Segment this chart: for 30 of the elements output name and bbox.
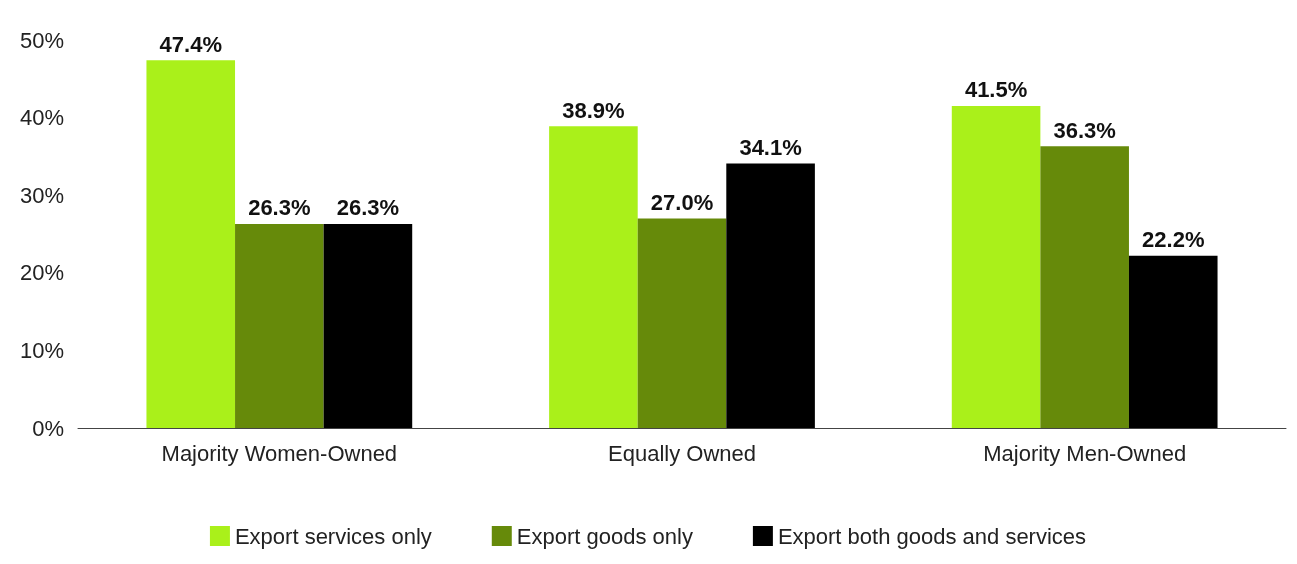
y-tick-label: 0% — [32, 415, 64, 441]
legend-label: Export goods only — [516, 523, 693, 549]
bar — [637, 218, 727, 428]
bar — [1040, 146, 1129, 428]
bar — [1128, 255, 1218, 428]
bar — [726, 163, 815, 428]
data-label: 41.5% — [964, 77, 1028, 103]
x-tick-label: Majority Women-Owned — [161, 440, 398, 466]
data-label: 38.9% — [562, 97, 625, 123]
legend-label: Export services only — [234, 523, 432, 549]
bar — [549, 126, 638, 428]
bar — [951, 105, 1041, 428]
data-label: 47.4% — [159, 31, 222, 57]
x-tick-label: Majority Men-Owned — [983, 440, 1187, 466]
bar — [323, 223, 413, 428]
data-label: 22.2% — [1142, 227, 1205, 253]
bar — [146, 60, 236, 428]
x-tick-label: Equally Owned — [608, 440, 756, 466]
data-label: 27.0% — [650, 189, 714, 215]
data-label: 36.3% — [1053, 117, 1116, 143]
y-tick-label: 50% — [19, 27, 64, 53]
data-label: 26.3% — [336, 195, 400, 221]
y-tick-label: 20% — [19, 260, 64, 286]
y-tick-label: 30% — [19, 182, 64, 208]
y-tick-label: 10% — [19, 337, 64, 363]
bar — [235, 223, 324, 428]
legend-label: Export both goods and services — [777, 523, 1087, 549]
y-tick-label: 40% — [19, 105, 64, 131]
data-label: 34.1% — [739, 134, 802, 160]
data-label: 26.3% — [248, 195, 311, 221]
